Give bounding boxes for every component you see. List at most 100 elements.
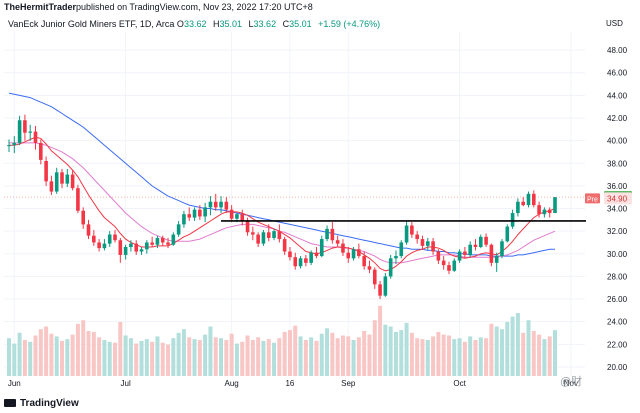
y-tick-label: 32.00 xyxy=(607,227,628,236)
candle-body xyxy=(192,209,197,218)
tradingview-logo[interactable]: TradingView xyxy=(4,398,79,409)
x-tick-label: Oct xyxy=(453,379,466,388)
candle-body xyxy=(304,258,308,263)
candle-body xyxy=(187,214,192,218)
candle-body xyxy=(266,232,271,238)
pre-price-value: 34.90 xyxy=(607,194,628,203)
volume-bar xyxy=(134,343,139,376)
currency-label: USD xyxy=(606,19,623,28)
author-name[interactable]: TheHermitTrader xyxy=(4,2,77,12)
volume-bar xyxy=(28,341,33,376)
candle-body xyxy=(319,239,324,257)
candle-body xyxy=(325,228,329,240)
volume-bar xyxy=(38,329,43,376)
x-tick-label: Sep xyxy=(341,379,356,388)
volume-bar xyxy=(457,338,462,376)
change-value: +1.59 (+4.76%) xyxy=(318,19,381,29)
candle-body xyxy=(447,265,451,271)
volume-bar xyxy=(128,338,133,376)
volume-bar xyxy=(118,322,123,376)
candle-body xyxy=(92,235,96,243)
volume-bar xyxy=(219,338,224,376)
volume-bar xyxy=(309,337,314,376)
volume-bar xyxy=(266,339,271,376)
candle-body xyxy=(463,251,467,255)
volume-bar xyxy=(192,339,197,376)
candle-body xyxy=(33,131,38,143)
volume-bar xyxy=(277,338,282,376)
volume-bar xyxy=(319,333,324,376)
volume-bar xyxy=(86,331,91,376)
volume-bar xyxy=(49,333,54,376)
volume-bar xyxy=(171,338,176,376)
volume-bar xyxy=(123,335,128,376)
published-text: published on TradingView.com, Nov 23, 20… xyxy=(76,2,313,12)
candle-body xyxy=(526,193,531,206)
volume-bar xyxy=(234,343,239,376)
volume-bar xyxy=(160,342,165,376)
candle-body xyxy=(542,209,547,215)
candle-body xyxy=(70,174,75,189)
volume-bar xyxy=(144,339,149,376)
candle-body xyxy=(251,232,255,235)
candle-body xyxy=(521,201,525,206)
y-tick-label: 40.00 xyxy=(607,137,628,146)
y-tick-label: 42.00 xyxy=(607,114,628,123)
candle-body xyxy=(489,244,494,263)
candle-body xyxy=(65,174,70,184)
volume-bar xyxy=(102,340,107,376)
volume-bar xyxy=(325,328,330,376)
candle-body xyxy=(107,234,112,244)
volume-bar xyxy=(17,332,22,376)
volume-bar xyxy=(499,329,504,376)
publisher-line: TheHermitTraderpublished on TradingView.… xyxy=(4,2,313,12)
volume-bar xyxy=(261,340,266,376)
candle-body xyxy=(49,181,54,192)
candle-body xyxy=(17,120,22,143)
candle-body xyxy=(298,258,303,267)
high-label: H xyxy=(212,19,220,29)
candle-body xyxy=(176,224,181,235)
candle-body xyxy=(123,247,128,255)
x-tick-label: Jul xyxy=(121,379,131,388)
volume-bar xyxy=(515,313,520,376)
candle-body xyxy=(537,205,541,215)
candle-body xyxy=(346,252,351,259)
candle-body xyxy=(431,241,435,252)
candle-body xyxy=(410,225,414,235)
pre-label: Pre xyxy=(587,196,598,203)
candle-body xyxy=(388,258,393,277)
volume-bar xyxy=(505,322,510,376)
pre-price-tag xyxy=(604,192,632,205)
volume-bar xyxy=(441,334,446,376)
close-value: 35.01 xyxy=(289,19,312,29)
volume-bar xyxy=(431,336,436,376)
symbol-title[interactable]: VanEck Junior Gold Miners ETF, 1D, Arca xyxy=(8,19,175,29)
candle-body xyxy=(213,201,218,208)
candle-body xyxy=(547,209,552,214)
volume-bar xyxy=(547,336,552,376)
candle-body xyxy=(23,120,27,133)
candle-body xyxy=(367,266,372,270)
candle-body xyxy=(245,220,250,233)
candle-body xyxy=(473,244,478,247)
volume-bar xyxy=(378,305,383,376)
candle-body xyxy=(362,256,366,267)
candle-body xyxy=(341,243,345,253)
volume-bar xyxy=(197,340,202,376)
candle-body xyxy=(288,251,292,258)
candle-body xyxy=(160,237,165,243)
volume-bar xyxy=(462,341,467,376)
volume-bar xyxy=(420,339,425,376)
candle-body xyxy=(171,234,176,245)
candle-body xyxy=(553,197,557,214)
volume-bar xyxy=(383,324,388,376)
candle-body xyxy=(208,201,213,208)
volume-bar xyxy=(81,320,86,376)
volume-bar xyxy=(176,332,181,376)
y-tick-label: 36.00 xyxy=(607,182,628,191)
candle-body xyxy=(383,276,388,296)
volume-bar xyxy=(187,337,192,376)
y-tick-label: 24.00 xyxy=(607,318,628,327)
